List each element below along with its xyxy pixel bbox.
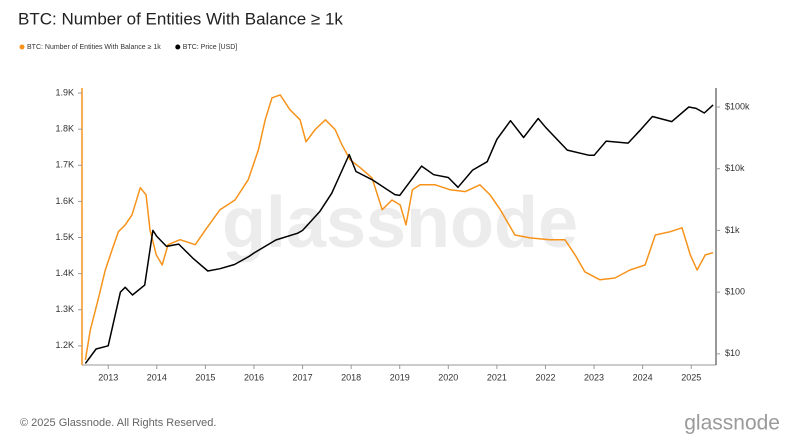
x-tick-label: 2020 <box>438 372 458 382</box>
y-tick-label: 1.8K <box>55 124 74 134</box>
x-tick-label: 2015 <box>195 372 215 382</box>
y2-tick-label: $100k <box>725 101 750 111</box>
copyright: © 2025 Glassnode. All Rights Reserved. <box>20 417 216 429</box>
legend-marker <box>175 44 181 50</box>
x-tick-label: 2018 <box>341 372 361 382</box>
legend-label: BTC: Number of Entities With Balance ≥ 1… <box>27 44 161 51</box>
y-tick-label: 1.2K <box>55 340 74 350</box>
logo: glassnode <box>684 412 780 435</box>
chart-title: BTC: Number of Entities With Balance ≥ 1… <box>18 9 343 28</box>
y2-tick-label: $1k <box>725 225 740 235</box>
x-tick-label: 2021 <box>487 372 507 382</box>
x-tick-label: 2023 <box>584 372 604 382</box>
x-tick-label: 2025 <box>681 372 701 382</box>
y-tick-label: 1.7K <box>55 160 74 170</box>
x-tick-label: 2016 <box>244 372 264 382</box>
legend-marker <box>19 44 25 50</box>
y2-tick-label: $100 <box>725 287 745 297</box>
series-line <box>84 104 714 364</box>
y-tick-label: 1.5K <box>55 232 74 242</box>
y-tick-label: 1.4K <box>55 268 74 278</box>
y-tick-label: 1.6K <box>55 196 74 206</box>
y-tick-label: 1.9K <box>55 87 74 97</box>
y-tick-label: 1.3K <box>55 304 74 314</box>
x-tick-label: 2013 <box>98 372 118 382</box>
y2-tick-label: $10k <box>725 163 745 173</box>
legend-label: BTC: Price [USD] <box>183 44 238 51</box>
watermark: glassnode <box>222 183 578 263</box>
x-tick-label: 2019 <box>390 372 410 382</box>
x-tick-label: 2024 <box>633 372 653 382</box>
x-tick-label: 2014 <box>147 372 167 382</box>
y2-tick-label: $10 <box>725 348 740 358</box>
x-tick-label: 2022 <box>535 372 555 382</box>
x-tick-label: 2017 <box>293 372 313 382</box>
